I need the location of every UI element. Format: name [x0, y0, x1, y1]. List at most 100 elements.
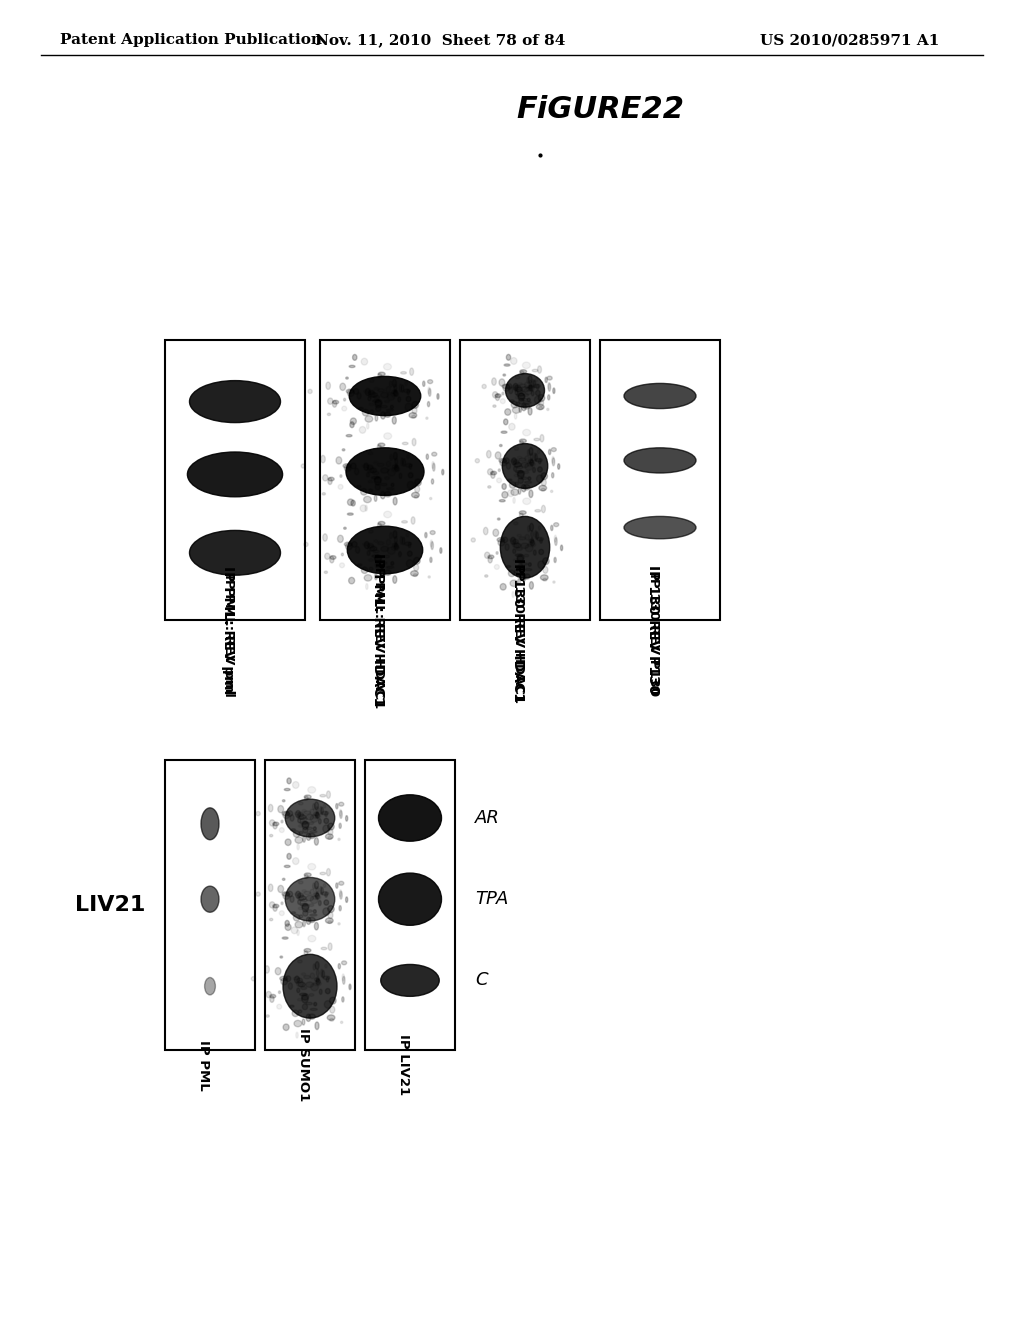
Ellipse shape	[525, 544, 534, 552]
Ellipse shape	[513, 540, 518, 544]
Ellipse shape	[288, 891, 293, 896]
Ellipse shape	[293, 915, 300, 921]
Ellipse shape	[540, 539, 543, 544]
Ellipse shape	[402, 537, 404, 545]
Ellipse shape	[517, 471, 524, 479]
Ellipse shape	[499, 379, 505, 387]
Ellipse shape	[381, 483, 387, 486]
Ellipse shape	[534, 384, 541, 388]
Ellipse shape	[283, 892, 290, 899]
Ellipse shape	[306, 833, 311, 841]
Ellipse shape	[325, 572, 328, 573]
Ellipse shape	[529, 380, 532, 387]
Ellipse shape	[301, 986, 306, 990]
Ellipse shape	[340, 383, 346, 391]
Ellipse shape	[432, 453, 437, 457]
Ellipse shape	[298, 960, 302, 964]
Ellipse shape	[496, 552, 498, 554]
Ellipse shape	[497, 537, 505, 543]
Ellipse shape	[532, 370, 538, 372]
Ellipse shape	[381, 546, 388, 552]
Ellipse shape	[401, 520, 408, 523]
Ellipse shape	[520, 371, 524, 375]
Text: IP SUMO1: IP SUMO1	[297, 1028, 310, 1102]
Ellipse shape	[378, 372, 385, 376]
Ellipse shape	[357, 564, 361, 566]
Ellipse shape	[321, 455, 326, 463]
Ellipse shape	[353, 388, 358, 395]
Ellipse shape	[316, 977, 319, 983]
Ellipse shape	[487, 554, 494, 558]
Ellipse shape	[293, 781, 299, 788]
Ellipse shape	[322, 892, 329, 895]
Ellipse shape	[512, 591, 514, 598]
Ellipse shape	[272, 822, 279, 826]
Ellipse shape	[517, 556, 523, 564]
Ellipse shape	[374, 540, 378, 543]
Ellipse shape	[367, 550, 370, 556]
Ellipse shape	[519, 399, 524, 404]
Ellipse shape	[538, 561, 545, 569]
Text: IP PML: REV pml: IP PML: REV pml	[222, 574, 234, 697]
Ellipse shape	[539, 407, 543, 409]
Ellipse shape	[487, 469, 493, 475]
Ellipse shape	[368, 545, 375, 552]
Ellipse shape	[537, 537, 544, 541]
Ellipse shape	[340, 810, 342, 818]
Ellipse shape	[439, 548, 442, 553]
Ellipse shape	[369, 488, 373, 492]
Ellipse shape	[378, 523, 381, 527]
Ellipse shape	[304, 543, 308, 546]
Ellipse shape	[384, 433, 391, 440]
Ellipse shape	[407, 454, 410, 458]
Ellipse shape	[387, 546, 395, 554]
Ellipse shape	[283, 800, 285, 801]
Ellipse shape	[509, 539, 515, 541]
Ellipse shape	[344, 465, 351, 471]
Ellipse shape	[530, 458, 532, 465]
Ellipse shape	[399, 473, 401, 478]
Ellipse shape	[395, 463, 397, 470]
Ellipse shape	[518, 488, 521, 494]
Ellipse shape	[393, 498, 397, 506]
Ellipse shape	[490, 471, 495, 478]
Ellipse shape	[530, 453, 534, 459]
Ellipse shape	[527, 525, 530, 532]
Ellipse shape	[543, 558, 549, 565]
Ellipse shape	[304, 949, 311, 952]
Ellipse shape	[326, 381, 331, 389]
Ellipse shape	[330, 997, 336, 1005]
Ellipse shape	[368, 480, 373, 483]
Ellipse shape	[523, 393, 528, 396]
Ellipse shape	[545, 378, 548, 383]
Ellipse shape	[535, 454, 538, 461]
Ellipse shape	[325, 964, 327, 968]
Ellipse shape	[536, 391, 541, 396]
Text: AR: AR	[475, 809, 500, 828]
Ellipse shape	[498, 540, 505, 546]
Ellipse shape	[393, 531, 397, 539]
Ellipse shape	[390, 454, 392, 461]
Ellipse shape	[299, 915, 303, 917]
Ellipse shape	[381, 467, 388, 473]
Ellipse shape	[385, 491, 391, 496]
Ellipse shape	[375, 556, 381, 564]
Ellipse shape	[315, 1022, 319, 1030]
Ellipse shape	[303, 911, 308, 916]
Ellipse shape	[553, 581, 555, 583]
Ellipse shape	[295, 837, 303, 843]
Ellipse shape	[401, 385, 403, 392]
Ellipse shape	[303, 836, 305, 842]
Ellipse shape	[527, 543, 536, 546]
Ellipse shape	[325, 553, 330, 560]
Ellipse shape	[302, 821, 309, 828]
Ellipse shape	[415, 479, 421, 486]
Ellipse shape	[518, 478, 523, 483]
Ellipse shape	[310, 1008, 317, 1011]
Ellipse shape	[306, 814, 313, 820]
Ellipse shape	[521, 462, 528, 467]
Ellipse shape	[343, 977, 345, 985]
Ellipse shape	[508, 490, 514, 496]
Ellipse shape	[511, 358, 517, 364]
Ellipse shape	[306, 1002, 312, 1005]
